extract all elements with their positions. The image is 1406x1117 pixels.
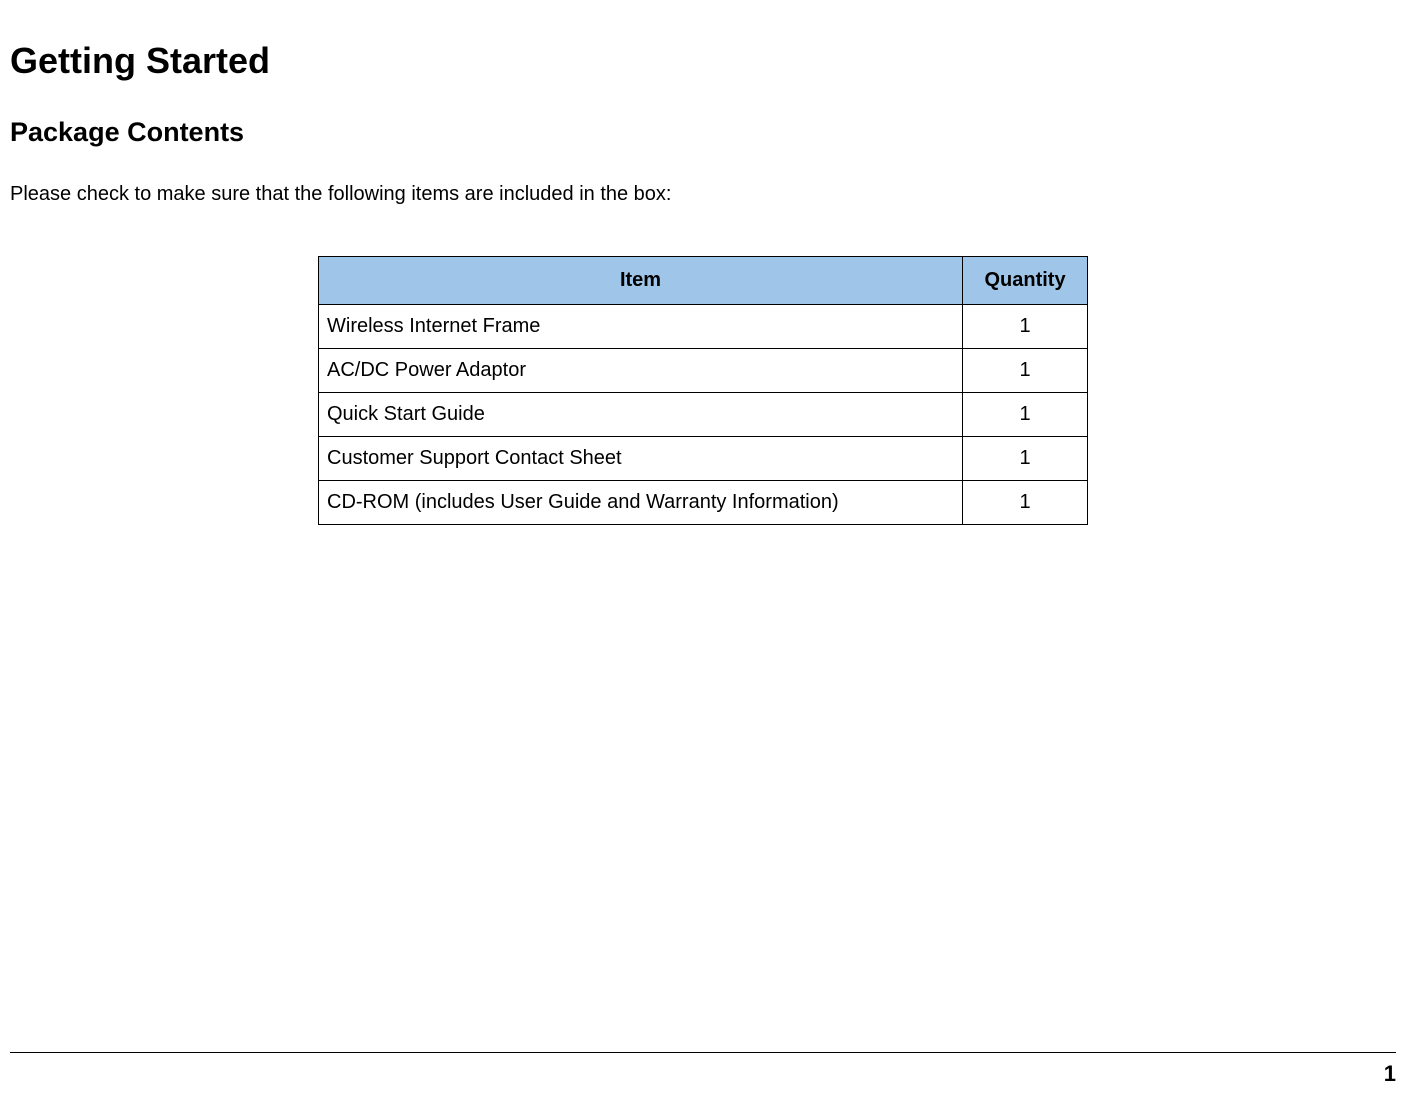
table-row: Customer Support Contact Sheet 1 — [319, 437, 1088, 481]
table-header-quantity: Quantity — [963, 257, 1088, 305]
package-contents-table: Item Quantity Wireless Internet Frame 1 … — [318, 256, 1088, 525]
heading-2: Package Contents — [10, 117, 1396, 148]
table-cell-quantity: 1 — [963, 305, 1088, 349]
table-container: Item Quantity Wireless Internet Frame 1 … — [10, 256, 1396, 525]
table-row: Quick Start Guide 1 — [319, 393, 1088, 437]
table-header-row: Item Quantity — [319, 257, 1088, 305]
table-cell-item: AC/DC Power Adaptor — [319, 349, 963, 393]
table-header-item: Item — [319, 257, 963, 305]
table-cell-item: Wireless Internet Frame — [319, 305, 963, 349]
table-cell-quantity: 1 — [963, 437, 1088, 481]
table-row: AC/DC Power Adaptor 1 — [319, 349, 1088, 393]
table-cell-item: CD-ROM (includes User Guide and Warranty… — [319, 481, 963, 525]
table-row: Wireless Internet Frame 1 — [319, 305, 1088, 349]
table-row: CD-ROM (includes User Guide and Warranty… — [319, 481, 1088, 525]
table-cell-quantity: 1 — [963, 349, 1088, 393]
page-number: 1 — [1384, 1061, 1396, 1086]
document-page: Getting Started Package Contents Please … — [0, 0, 1406, 1117]
table-cell-item: Quick Start Guide — [319, 393, 963, 437]
table-cell-quantity: 1 — [963, 393, 1088, 437]
heading-1: Getting Started — [10, 40, 1396, 82]
table-cell-item: Customer Support Contact Sheet — [319, 437, 963, 481]
table-cell-quantity: 1 — [963, 481, 1088, 525]
page-footer: 1 — [10, 1052, 1396, 1087]
intro-paragraph: Please check to make sure that the follo… — [10, 183, 1396, 206]
